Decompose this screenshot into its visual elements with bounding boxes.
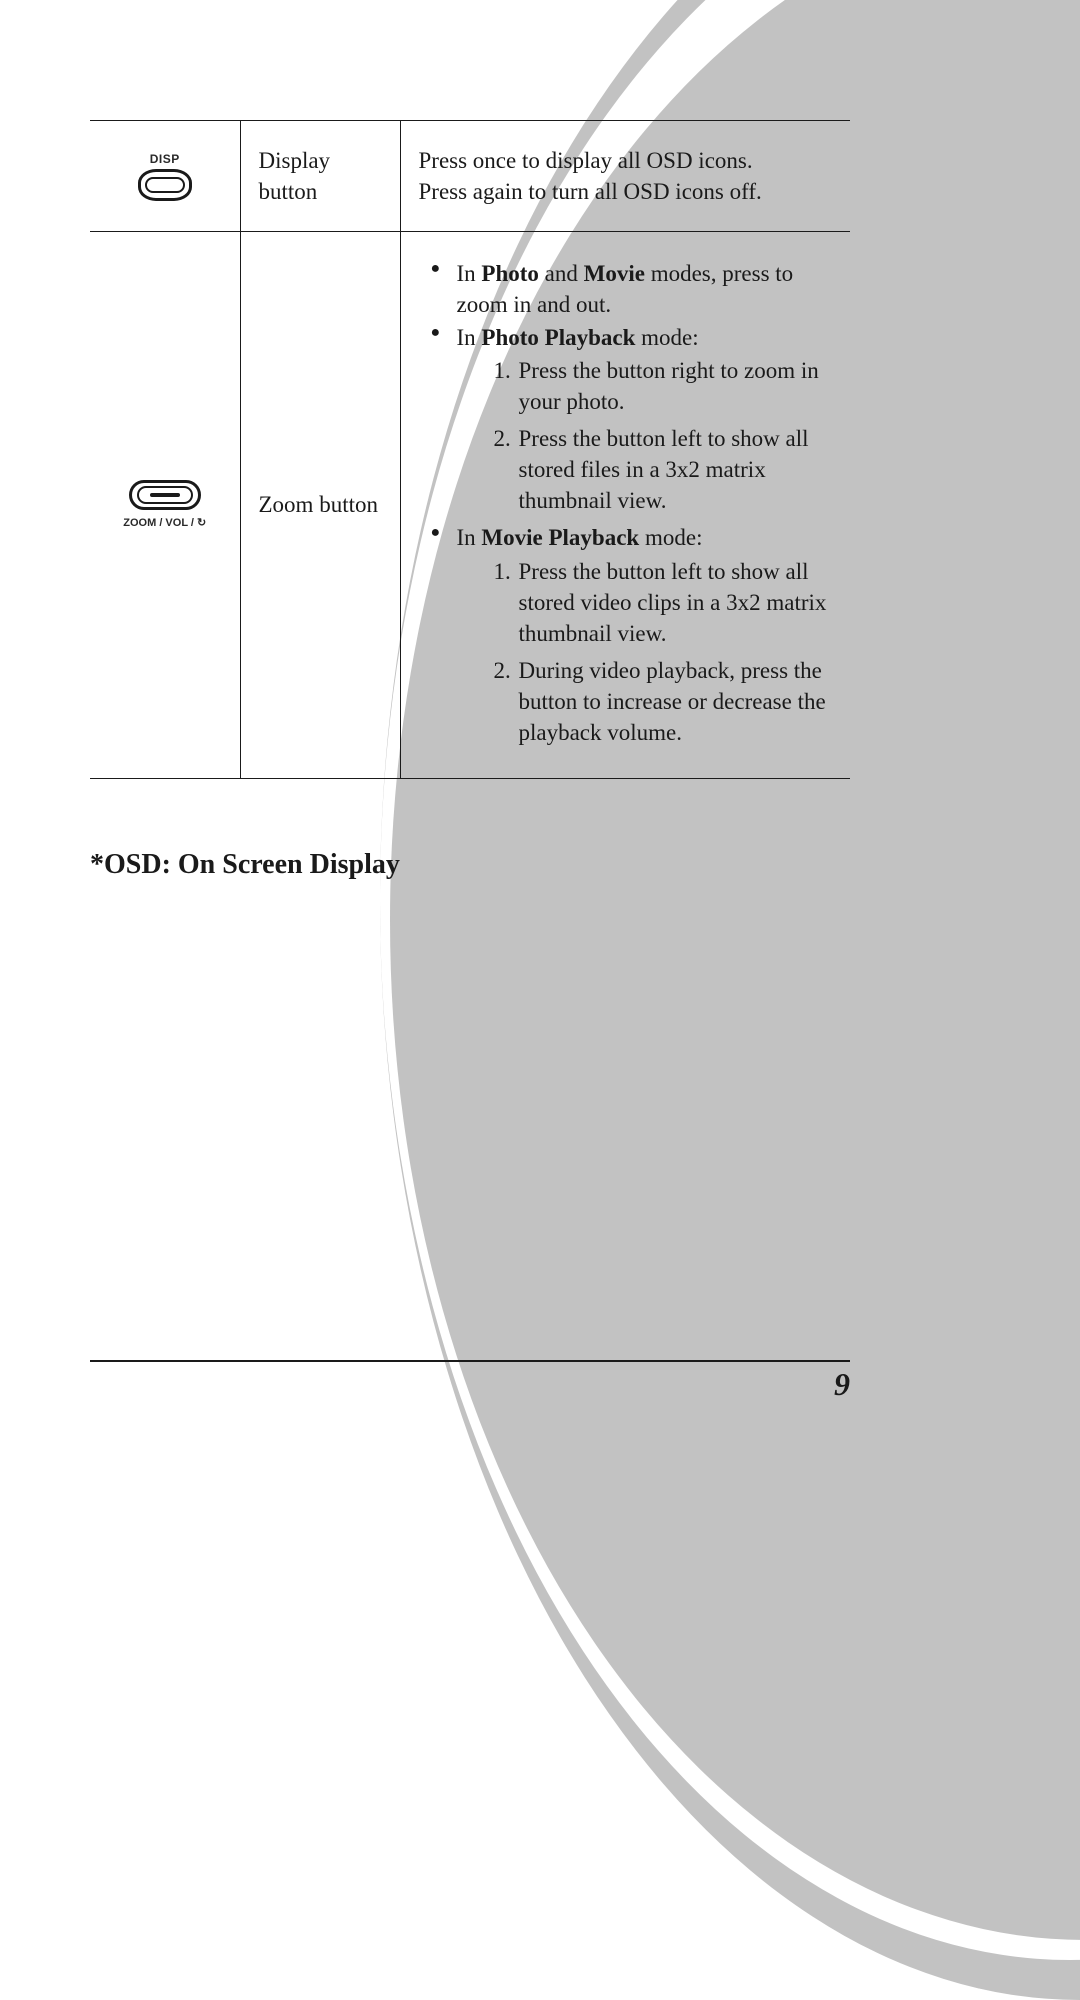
cell-icon: ZOOM / VOL / ↻ xyxy=(90,232,240,779)
txt: mode: xyxy=(635,325,698,350)
osd-footnote: *OSD: On Screen Display xyxy=(90,849,850,881)
txt-bold: Movie xyxy=(584,261,645,286)
numbered-list: Press the button right to zoom in your p… xyxy=(457,355,843,516)
desc-line: Press again to turn all OSD icons off. xyxy=(419,176,843,207)
refresh-icon: ↻ xyxy=(197,517,206,529)
txt: and xyxy=(539,261,584,286)
numbered-item: Press the button left to show all stored… xyxy=(517,423,843,516)
cell-icon: DISP xyxy=(90,121,240,232)
numbered-item: Press the button left to show all stored… xyxy=(517,556,843,649)
bullet-item: In Photo Playback mode: Press the button… xyxy=(443,322,843,516)
txt-bold: Photo Playback xyxy=(481,325,635,350)
desc-bullet-list: In Photo and Movie modes, press to zoom … xyxy=(419,258,843,748)
txt-bold: Movie Playback xyxy=(481,525,639,550)
zoom-icon-label-text: ZOOM / VOL / xyxy=(123,517,197,529)
cell-desc: Press once to display all OSD icons. Pre… xyxy=(400,121,850,232)
page-number: 9 xyxy=(834,1366,850,1402)
txt-bold: Photo xyxy=(481,261,539,286)
buttons-table: DISP Display button Press once to displa… xyxy=(90,120,850,779)
bullet-item: In Movie Playback mode: Press the button… xyxy=(443,522,843,747)
cell-name: Zoom button xyxy=(240,232,400,779)
bullet-item: In Photo and Movie modes, press to zoom … xyxy=(443,258,843,320)
cell-desc: In Photo and Movie modes, press to zoom … xyxy=(400,232,850,779)
table-row: DISP Display button Press once to displa… xyxy=(90,121,850,232)
disp-icon-label: DISP xyxy=(100,151,230,167)
numbered-item: Press the button right to zoom in your p… xyxy=(517,355,843,417)
zoom-button-icon xyxy=(129,480,201,510)
numbered-item: During video playback, press the button … xyxy=(517,655,843,748)
txt: In xyxy=(457,325,482,350)
desc-line: Press once to display all OSD icons. xyxy=(419,145,843,176)
disp-button-icon xyxy=(138,169,192,201)
txt: mode: xyxy=(639,525,702,550)
numbered-list: Press the button left to show all stored… xyxy=(457,556,843,748)
table-row: ZOOM / VOL / ↻ Zoom button In Photo and … xyxy=(90,232,850,779)
page-footer: 9 xyxy=(90,1360,850,1403)
txt: In xyxy=(457,261,482,286)
page-content: DISP Display button Press once to displa… xyxy=(90,120,850,881)
txt: In xyxy=(457,525,482,550)
cell-name: Display button xyxy=(240,121,400,232)
zoom-icon-label: ZOOM / VOL / ↻ xyxy=(100,516,230,531)
